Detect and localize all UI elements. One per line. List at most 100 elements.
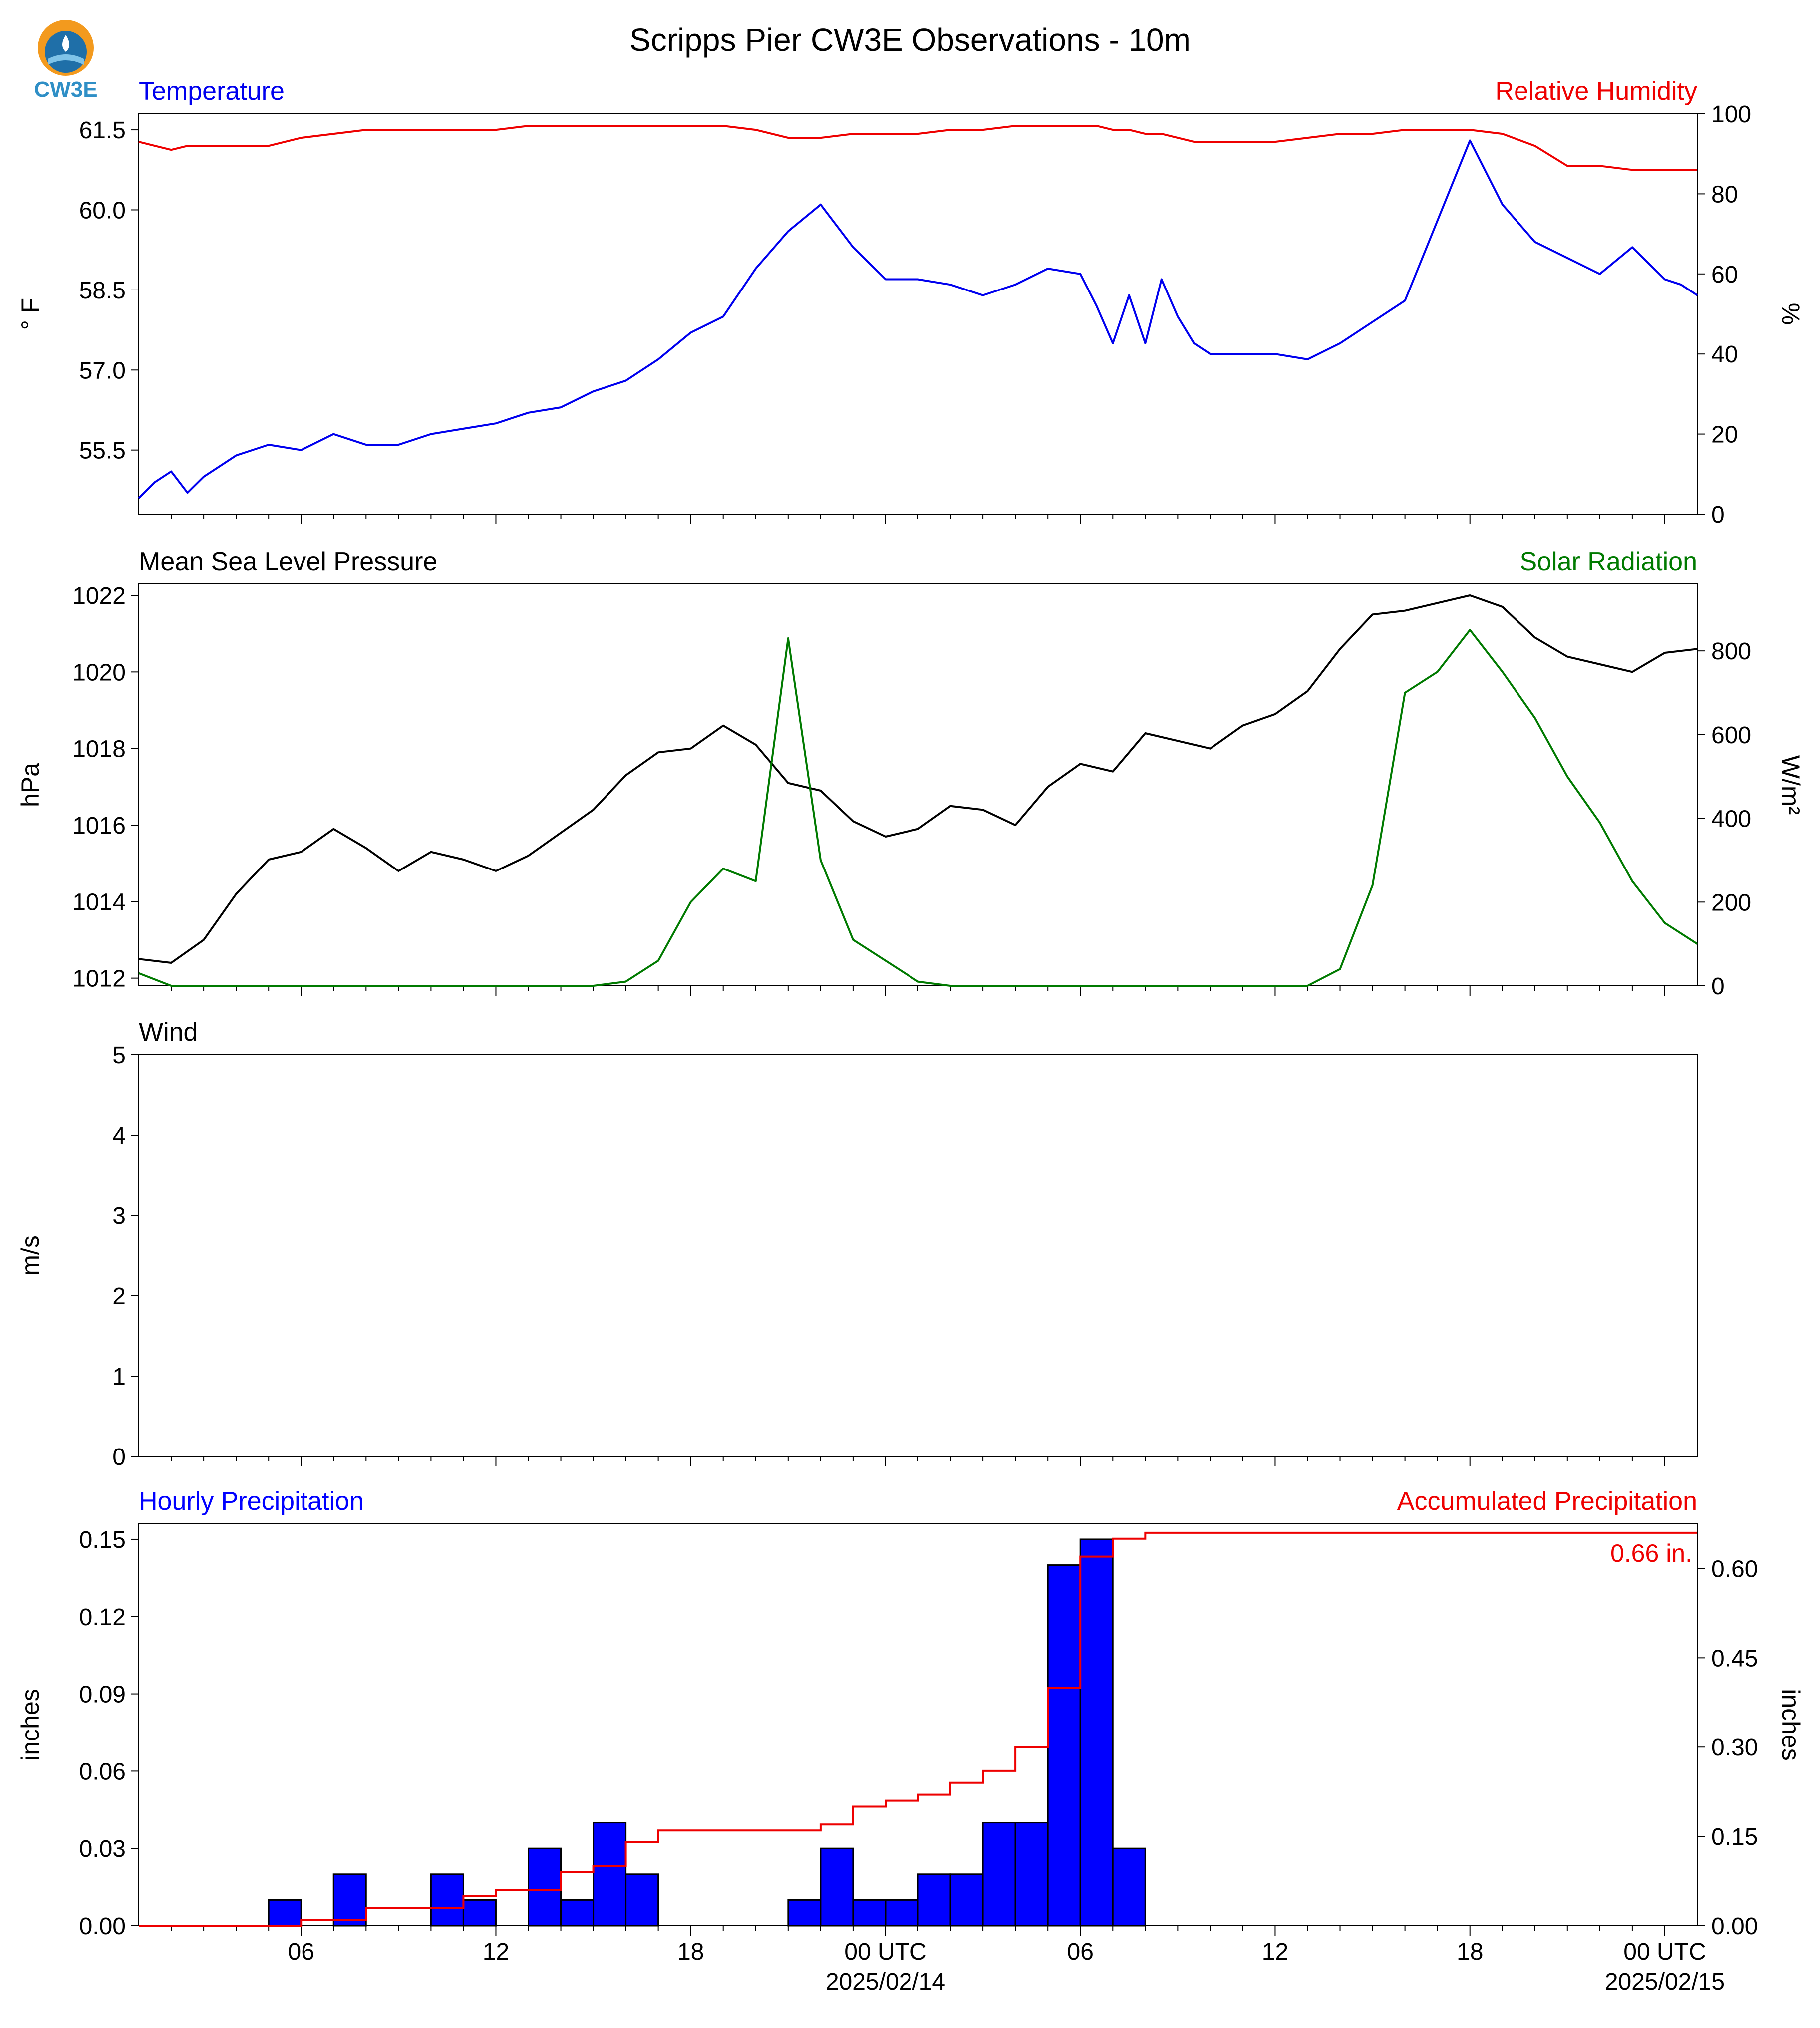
y-tick-label: 1014 (72, 889, 126, 915)
precip-bar (462, 1899, 497, 1927)
y-tick-label: 0.15 (79, 1527, 126, 1553)
x-tick-label: 12 (483, 1939, 509, 1965)
panel-precipitation: Hourly Precipitation Accumulated Precipit… (16, 1487, 1805, 1995)
y-right-tick-label: 0.15 (1711, 1824, 1758, 1850)
plot-frame (138, 113, 1698, 515)
y-right-tick-label: 60 (1711, 262, 1738, 288)
precip-bar (787, 1899, 822, 1927)
precip-bar (852, 1899, 887, 1927)
y-right-tick-label: 0 (1711, 973, 1725, 1000)
series-line-pressure (138, 594, 1698, 964)
y-tick-label: 3 (112, 1203, 126, 1229)
y-right-tick-label: 600 (1711, 722, 1751, 749)
y-right-tick-label: 20 (1711, 422, 1738, 448)
y-right-axis-label: inches (1777, 1689, 1805, 1761)
x-tick-label: 18 (677, 1939, 704, 1965)
y-right-tick-label: 0.45 (1711, 1645, 1758, 1672)
precip-bar (1047, 1564, 1081, 1927)
y-tick-label: 1018 (72, 736, 126, 763)
y-right-tick-label: 400 (1711, 806, 1751, 833)
x-tick-label: 06 (288, 1939, 314, 1965)
y-tick-label: 55.5 (79, 438, 126, 464)
panel-wind: Wind 0 1 2 3 4 5 m/s (16, 1018, 1698, 1470)
y-axis-label: ° F (16, 298, 44, 330)
y-tick-label: 0.03 (79, 1836, 126, 1862)
left-title: Temperature (139, 77, 285, 106)
plot-frame (138, 1523, 1698, 1926)
accumulated-total-label: 0.66 in. (1610, 1539, 1692, 1567)
right-title: Accumulated Precipitation (1397, 1487, 1697, 1516)
x-tick-label: 06 (1067, 1939, 1094, 1965)
logo-text: CW3E (34, 77, 97, 102)
logo-wave-icon (48, 54, 84, 65)
y-tick-label: 4 (112, 1123, 126, 1149)
y-right-axis-label: % (1777, 303, 1805, 325)
x-tick-label: 18 (1457, 1939, 1483, 1965)
accumulated-precip-line (139, 1531, 1697, 1927)
precip-bar (268, 1899, 302, 1927)
y-tick-label: 1012 (72, 966, 126, 992)
y-tick-label: 1022 (72, 583, 126, 609)
precip-bar (982, 1822, 1016, 1927)
y-right-tick-label: 0.30 (1711, 1735, 1758, 1761)
y-tick-label: 0.00 (79, 1913, 126, 1940)
precip-bar (625, 1873, 659, 1927)
precip-bar (1079, 1538, 1114, 1927)
x-date-label: 2025/02/15 (1605, 1969, 1725, 1995)
precip-bar (332, 1873, 367, 1927)
y-tick-label: 2 (112, 1283, 126, 1310)
plot-frame (138, 1054, 1698, 1457)
y-axis-label: inches (16, 1689, 44, 1761)
x-tick-label: 12 (1262, 1939, 1288, 1965)
y-right-tick-label: 100 (1711, 101, 1751, 128)
y-right-tick-label: 0.60 (1711, 1556, 1758, 1582)
y-tick-label: 1016 (72, 813, 126, 839)
series-line-temp (138, 139, 1698, 499)
precip-bar (1112, 1847, 1146, 1927)
y-tick-label: 1020 (72, 659, 126, 686)
series-line-solar (138, 629, 1698, 987)
y-right-tick-label: 0 (1711, 502, 1725, 528)
panel-pressure-solar: Mean Sea Level Pressure Solar Radiation 10… (16, 547, 1805, 1000)
series-line-rh (138, 125, 1697, 171)
precip-bar (949, 1873, 984, 1927)
y-tick-label: 61.5 (79, 117, 126, 144)
figure-title: Scripps Pier CW3E Observations - 10m (629, 22, 1191, 58)
left-title: Hourly Precipitation (139, 1487, 364, 1516)
y-right-axis-label: W/m² (1777, 755, 1805, 815)
y-tick-label: 5 (112, 1042, 126, 1069)
panel-temperature-humidity: Temperature Relative Humidity 55.5 57.0 58.5… (16, 77, 1805, 528)
precip-bar (593, 1822, 627, 1927)
precip-bar (528, 1847, 562, 1927)
y-axis-label: m/s (16, 1235, 44, 1276)
y-right-tick-label: 80 (1711, 181, 1738, 208)
left-title: Wind (139, 1018, 198, 1047)
y-tick-label: 58.5 (79, 278, 126, 304)
right-title: Relative Humidity (1495, 77, 1697, 106)
y-tick-label: 0.12 (79, 1604, 126, 1631)
y-tick-label: 57.0 (79, 357, 126, 384)
panels: Temperature Relative Humidity 55.5 57.0 58.5… (16, 77, 1805, 1995)
y-tick-label: 0.09 (79, 1682, 126, 1708)
y-right-tick-label: 200 (1711, 889, 1751, 916)
cw3e-logo: CW3E (34, 20, 98, 102)
precip-bar (820, 1847, 854, 1927)
precip-bar (560, 1899, 595, 1927)
y-tick-label: 0 (112, 1444, 126, 1470)
y-tick-label: 60.0 (79, 197, 126, 224)
y-axis-label: hPa (16, 763, 44, 807)
right-title: Solar Radiation (1519, 547, 1697, 576)
x-tick-label: 00 UTC (844, 1939, 926, 1965)
x-date-label: 2025/02/14 (826, 1969, 945, 1995)
plot-frame (138, 583, 1698, 986)
y-right-tick-label: 0.00 (1711, 1913, 1758, 1940)
y-right-tick-label: 40 (1711, 341, 1738, 368)
logo-drop-icon (62, 35, 69, 52)
x-tick-label: 00 UTC (1623, 1939, 1706, 1965)
y-tick-label: 0.06 (79, 1758, 126, 1785)
precip-bar (917, 1873, 951, 1927)
precip-bar (1014, 1822, 1049, 1927)
left-title: Mean Sea Level Pressure (139, 547, 437, 576)
y-right-tick-label: 800 (1711, 638, 1751, 665)
